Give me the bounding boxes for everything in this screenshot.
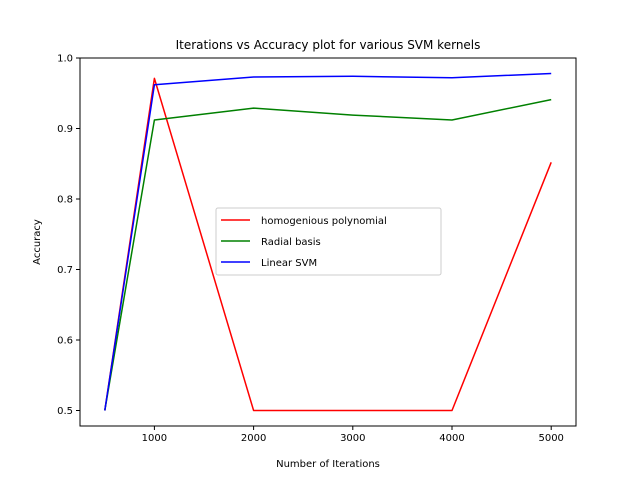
- legend-box: [215, 207, 442, 276]
- y-axis-ticks: 0.5 0.6 0.7 0.8 0.9 1.0: [57, 54, 80, 417]
- y-tick-label: 0.9: [57, 124, 73, 135]
- series-line-radial-basis: [104, 98, 552, 411]
- y-tick-label: 0.5: [57, 406, 73, 417]
- series-layer: [104, 72, 552, 412]
- x-tick-label: 5000: [538, 433, 563, 444]
- chart-title: Iterations vs Accuracy plot for various …: [176, 38, 481, 52]
- series-line-homogenious-polynomial: [104, 77, 552, 412]
- legend-label-radial-basis: Radial basis: [261, 237, 321, 248]
- y-axis-label: Accuracy: [32, 219, 43, 265]
- plot-frame: [79, 57, 577, 427]
- x-axis-ticks: 1000 2000 3000 4000 5000: [142, 426, 564, 444]
- series-line-linear-svm: [104, 72, 552, 411]
- y-tick-label: 0.6: [57, 335, 73, 346]
- legend: homogenious polynomial Radial basis Line…: [215, 207, 442, 276]
- y-tick-label: 0.8: [57, 194, 73, 205]
- x-tick-label: 2000: [241, 433, 266, 444]
- y-tick-label: 0.7: [57, 265, 73, 276]
- legend-label-linear-svm: Linear SVM: [261, 258, 317, 269]
- x-tick-label: 3000: [340, 433, 365, 444]
- x-tick-label: 4000: [439, 433, 464, 444]
- legend-label-homogenious-polynomial: homogenious polynomial: [261, 216, 387, 227]
- x-axis-label: Number of Iterations: [276, 459, 380, 470]
- x-tick-label: 1000: [142, 433, 167, 444]
- y-tick-label: 1.0: [57, 54, 73, 65]
